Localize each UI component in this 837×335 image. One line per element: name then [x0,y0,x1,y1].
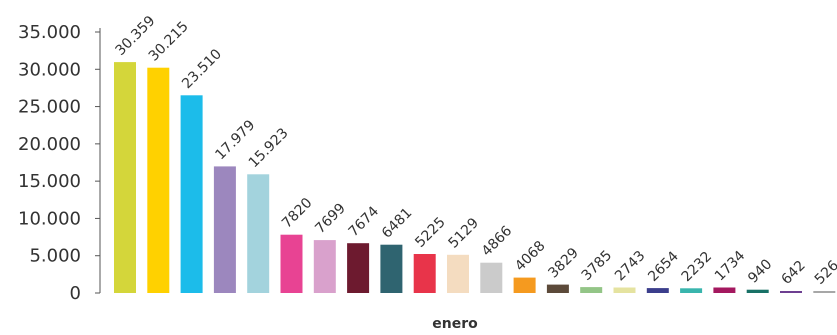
bar [713,287,736,293]
data-label: 7820 [279,195,316,232]
bar [646,288,669,293]
bar [513,277,536,293]
data-label: 5129 [446,215,483,252]
y-tick-label: 25.000 [18,97,81,118]
y-axis: 0 5.000 10.000 15.000 20.000 25.000 30.000 35.0… [18,22,100,304]
y-tick-label: 20.000 [18,134,81,155]
bar [280,234,303,293]
bar [447,254,469,293]
bar [147,67,170,293]
bar [813,291,836,293]
data-label: 2654 [645,248,682,285]
bars [114,62,836,293]
bar [413,254,436,293]
y-tick-label: 10.000 [18,208,81,229]
bar [114,62,136,293]
y-tick-label: 0 [70,283,81,304]
y-tick-label: 5.000 [29,246,81,267]
bar [247,174,270,293]
x-axis-title: enero [432,316,478,332]
data-label: 7699 [312,200,349,237]
data-label: 642 [779,258,809,288]
bar [546,284,569,293]
bar [480,262,503,293]
y-tick-label: 35.000 [18,22,81,43]
data-label: 1734 [712,248,749,285]
bar [380,244,403,293]
bar [213,166,236,293]
data-label: 526 [812,258,837,288]
data-label: 940 [745,256,775,286]
bar [613,287,636,293]
data-label: 2743 [612,248,649,285]
y-tick-label: 30.000 [18,59,81,80]
data-label: 23.510 [179,46,225,92]
bar [780,291,802,293]
bar [746,289,769,293]
bar [580,287,603,293]
y-tick-label: 15.000 [18,171,81,192]
data-label: 3829 [545,245,582,282]
bar [180,95,203,293]
data-label: 4866 [479,223,516,260]
data-label: 6481 [379,205,416,242]
data-label: 3785 [579,247,616,284]
data-label: 5225 [412,214,449,251]
bar [313,240,336,293]
data-label: 2232 [679,249,716,286]
data-label: 7674 [346,203,383,240]
bar [680,288,703,293]
bar [347,243,370,293]
data-label: 4068 [512,238,549,275]
